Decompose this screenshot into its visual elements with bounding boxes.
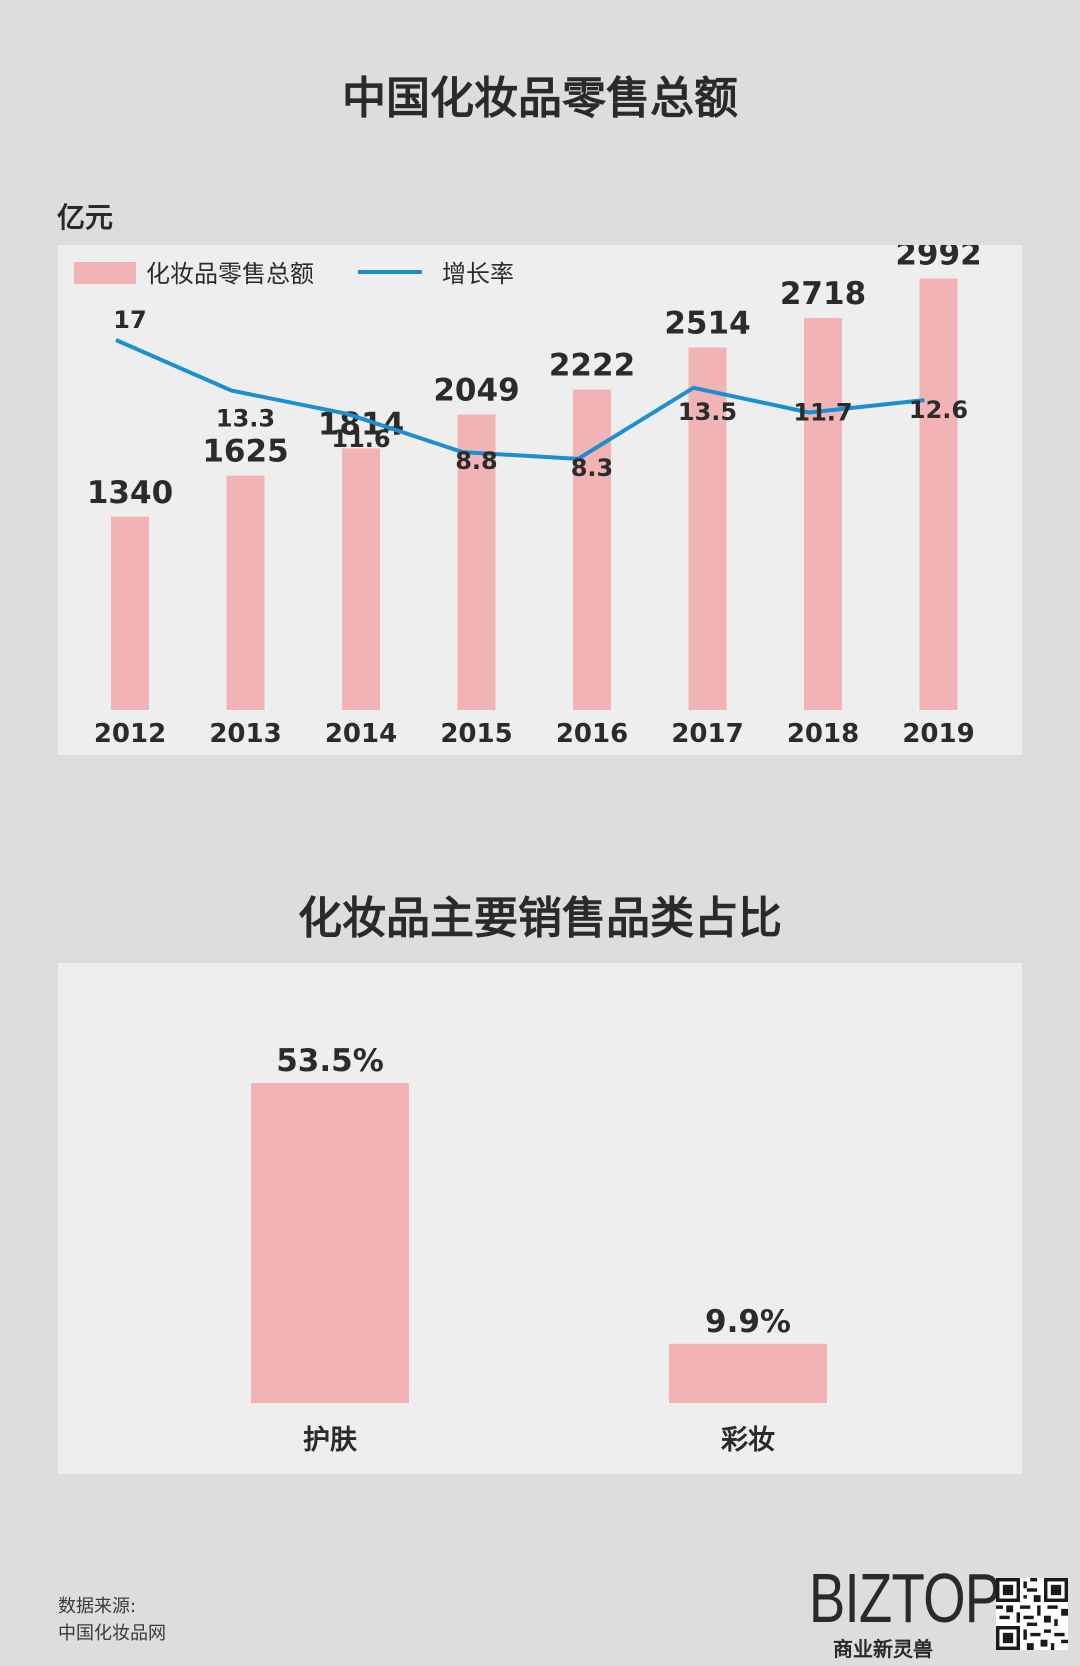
bar-2019 (919, 278, 958, 710)
chart-title: 中国化妆品零售总额 (342, 73, 738, 124)
bar-2012 (111, 516, 149, 710)
rate-label-2015: 8.8 (455, 447, 498, 475)
x-tick-2013: 2013 (209, 719, 281, 749)
chart-legend: 化妆品零售总额 增长率 (74, 260, 514, 288)
x-axis-ticks: 2012 2013 2014 2015 2016 2017 2018 2019 (94, 719, 975, 749)
rate-label-2012: 17 (113, 306, 146, 334)
growth-rate-line (115, 338, 925, 461)
growth-rate-labels: 17 13.3 11.6 8.8 8.3 13.5 11.7 12.6 (113, 306, 968, 482)
retail-chart-panel: 化妆品零售总额 增长率 1340 1625 1814 2049 2222 2514 2718… (58, 237, 1022, 755)
category-bar-0 (251, 1083, 409, 1403)
rate-label-2019: 12.6 (909, 396, 968, 424)
category-value-label-1: 9.9% (705, 1304, 791, 1340)
rate-label-2013: 13.3 (216, 405, 275, 433)
brand-subtitle: 商业新灵兽 (833, 1637, 933, 1661)
bar-2018 (804, 318, 842, 710)
x-tick-2014: 2014 (325, 719, 397, 749)
bar-value-label-2016: 2222 (549, 348, 635, 384)
x-tick-2018: 2018 (787, 719, 859, 749)
bar-value-label-2013: 1625 (202, 434, 288, 470)
bar-2017 (688, 347, 727, 710)
bar-series (111, 278, 958, 710)
x-tick-2015: 2015 (440, 719, 512, 749)
category-bar-1 (669, 1343, 827, 1403)
source-name: 中国化妆品网 (58, 1623, 166, 1644)
brand-logo: BIZTOP 商业新灵兽 (788, 1559, 1001, 1662)
x-tick-2019: 2019 (902, 719, 974, 749)
legend-swatch-bar (74, 262, 136, 284)
legend-label-bar: 化妆品零售总额 (146, 260, 314, 288)
x-tick-2016: 2016 (556, 719, 628, 749)
bar-value-label-2018: 2718 (780, 276, 866, 312)
bar-value-label-2015: 2049 (433, 373, 519, 409)
data-source: 数据来源: 中国化妆品网 (58, 1593, 166, 1647)
retail-chart: 化妆品零售总额 增长率 1340162518142049222225142718… (74, 237, 982, 749)
rate-label-2018: 11.7 (793, 398, 852, 426)
bar-2016 (573, 389, 611, 710)
category-chart-panel: 53.5% 护肤 9.9% 彩妆 (58, 963, 1022, 1474)
x-tick-2012: 2012 (94, 719, 166, 749)
legend-label-line: 增长率 (442, 260, 514, 288)
bar-2013 (226, 475, 265, 710)
source-label: 数据来源: (58, 1596, 137, 1617)
bar-2014 (342, 448, 380, 710)
category-label-1: 彩妆 (721, 1425, 775, 1456)
rate-label-2016: 8.3 (571, 454, 614, 482)
x-tick-2017: 2017 (671, 719, 743, 749)
rate-label-2014: 11.6 (331, 425, 390, 453)
bar-2015 (457, 414, 496, 710)
category-value-label-0: 53.5% (276, 1043, 384, 1079)
y-axis-unit: 亿元 (57, 201, 114, 234)
bar-value-label-2012: 1340 (87, 475, 173, 511)
bar-value-label-2019: 2992 (895, 245, 981, 273)
category-label-0: 护肤 (303, 1425, 358, 1456)
rate-label-2017: 13.5 (678, 398, 737, 426)
brand-name: BIZTOP (808, 1559, 1001, 1637)
category-chart-title: 化妆品主要销售品类占比 (298, 893, 782, 944)
bar-value-label-2017: 2514 (664, 305, 750, 341)
category-bars: 53.5% 护肤 9.9% 彩妆 (251, 1043, 827, 1456)
qr-code-icon (996, 1578, 1068, 1650)
category-chart: 53.5% 护肤 9.9% 彩妆 (251, 1043, 827, 1456)
